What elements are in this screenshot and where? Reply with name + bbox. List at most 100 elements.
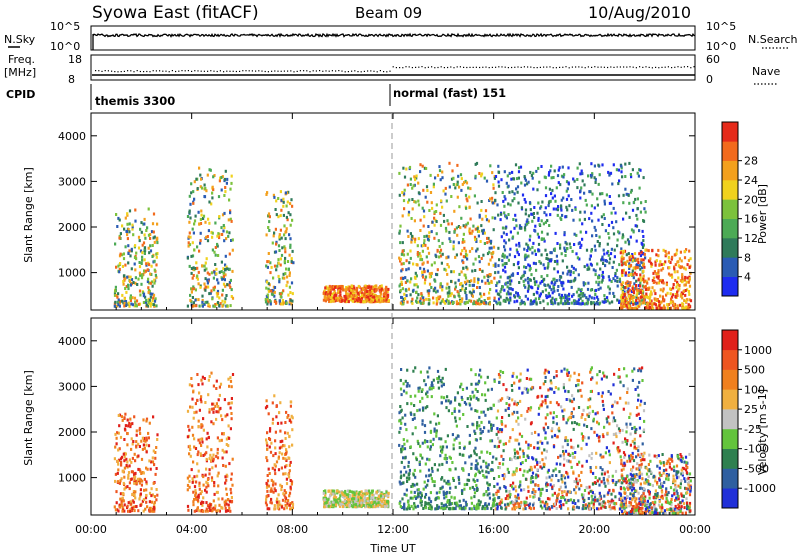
data-cell bbox=[677, 276, 679, 279]
data-cell bbox=[670, 301, 672, 304]
data-cell bbox=[480, 501, 482, 504]
data-cell bbox=[123, 482, 125, 485]
data-cell bbox=[401, 263, 403, 266]
data-cell bbox=[189, 445, 191, 448]
data-cell bbox=[114, 480, 116, 483]
data-cell bbox=[432, 480, 434, 483]
data-cell bbox=[216, 295, 218, 298]
data-cell bbox=[289, 504, 291, 507]
data-cell bbox=[665, 250, 667, 253]
data-cell bbox=[135, 276, 137, 279]
data-cell bbox=[531, 174, 533, 177]
data-cell bbox=[549, 259, 551, 262]
data-cell bbox=[362, 300, 364, 303]
data-cell bbox=[193, 266, 195, 269]
data-cell bbox=[461, 249, 463, 252]
data-cell bbox=[443, 268, 445, 271]
data-cell bbox=[458, 279, 460, 282]
data-cell bbox=[437, 296, 439, 299]
nave-point bbox=[540, 67, 541, 68]
data-cell bbox=[136, 434, 138, 437]
data-cell bbox=[408, 461, 410, 464]
data-cell bbox=[611, 280, 613, 283]
data-cell bbox=[620, 303, 622, 306]
data-cell bbox=[463, 247, 465, 250]
data-cell bbox=[582, 179, 584, 182]
data-cell bbox=[524, 175, 526, 178]
data-cell bbox=[190, 182, 192, 185]
data-cell bbox=[221, 278, 223, 281]
y-tick-label: 1000 bbox=[58, 267, 86, 280]
data-cell bbox=[126, 485, 128, 488]
data-cell bbox=[117, 468, 119, 471]
data-cell bbox=[595, 281, 597, 284]
data-cell bbox=[492, 493, 494, 496]
data-cell bbox=[453, 230, 455, 233]
data-cell bbox=[556, 262, 558, 265]
data-cell bbox=[611, 183, 613, 186]
data-cell bbox=[408, 288, 410, 291]
data-cell bbox=[325, 299, 327, 302]
data-cell bbox=[152, 297, 154, 300]
data-cell bbox=[195, 411, 197, 414]
data-cell bbox=[379, 291, 381, 294]
data-cell bbox=[637, 207, 639, 210]
data-cell bbox=[129, 425, 131, 428]
data-cell bbox=[117, 472, 119, 475]
data-cell bbox=[269, 271, 271, 274]
data-cell bbox=[231, 401, 233, 404]
data-cell bbox=[494, 271, 496, 274]
data-cell bbox=[330, 296, 332, 299]
data-cell bbox=[217, 456, 219, 459]
data-cell bbox=[622, 281, 624, 284]
data-cell bbox=[614, 249, 616, 252]
data-cell bbox=[515, 187, 517, 190]
data-cell bbox=[445, 256, 447, 259]
data-cell bbox=[270, 442, 272, 445]
data-cell bbox=[135, 252, 137, 255]
data-cell bbox=[633, 230, 635, 233]
data-cell bbox=[556, 255, 558, 258]
data-cell bbox=[525, 266, 527, 269]
data-cell bbox=[628, 274, 630, 277]
data-cell bbox=[599, 173, 601, 176]
data-cell bbox=[370, 300, 372, 303]
data-cell bbox=[554, 260, 556, 263]
data-cell bbox=[197, 425, 199, 428]
nave-point bbox=[537, 67, 538, 68]
data-cell bbox=[564, 231, 566, 234]
y-tick-label: 2000 bbox=[58, 221, 86, 234]
data-cell bbox=[663, 249, 665, 252]
data-cell bbox=[531, 286, 533, 289]
data-cell bbox=[347, 288, 349, 291]
data-cell bbox=[416, 483, 418, 486]
data-cell bbox=[283, 201, 285, 204]
data-cell bbox=[206, 445, 208, 448]
data-cell bbox=[459, 289, 461, 292]
data-cell bbox=[323, 292, 325, 295]
data-cell bbox=[412, 452, 414, 455]
data-cell bbox=[272, 481, 274, 484]
data-cell bbox=[277, 197, 279, 200]
data-cell bbox=[558, 293, 560, 296]
data-cell bbox=[514, 300, 516, 303]
data-cell bbox=[618, 169, 620, 172]
nave-point bbox=[684, 66, 685, 67]
nave-point bbox=[473, 67, 474, 68]
data-cell bbox=[125, 217, 127, 220]
data-cell bbox=[574, 233, 576, 236]
data-cell bbox=[429, 272, 431, 275]
nave-point bbox=[233, 71, 234, 72]
colorbar-segment bbox=[722, 199, 738, 219]
data-cell bbox=[491, 388, 493, 391]
data-cell bbox=[279, 430, 281, 433]
data-cell bbox=[488, 492, 490, 495]
data-cell bbox=[231, 270, 233, 273]
data-cell bbox=[288, 211, 290, 214]
data-cell bbox=[510, 178, 512, 181]
data-cell bbox=[211, 466, 213, 469]
data-cell bbox=[128, 302, 130, 305]
data-cell bbox=[217, 410, 219, 413]
data-cell bbox=[283, 444, 285, 447]
data-cell bbox=[608, 224, 610, 227]
